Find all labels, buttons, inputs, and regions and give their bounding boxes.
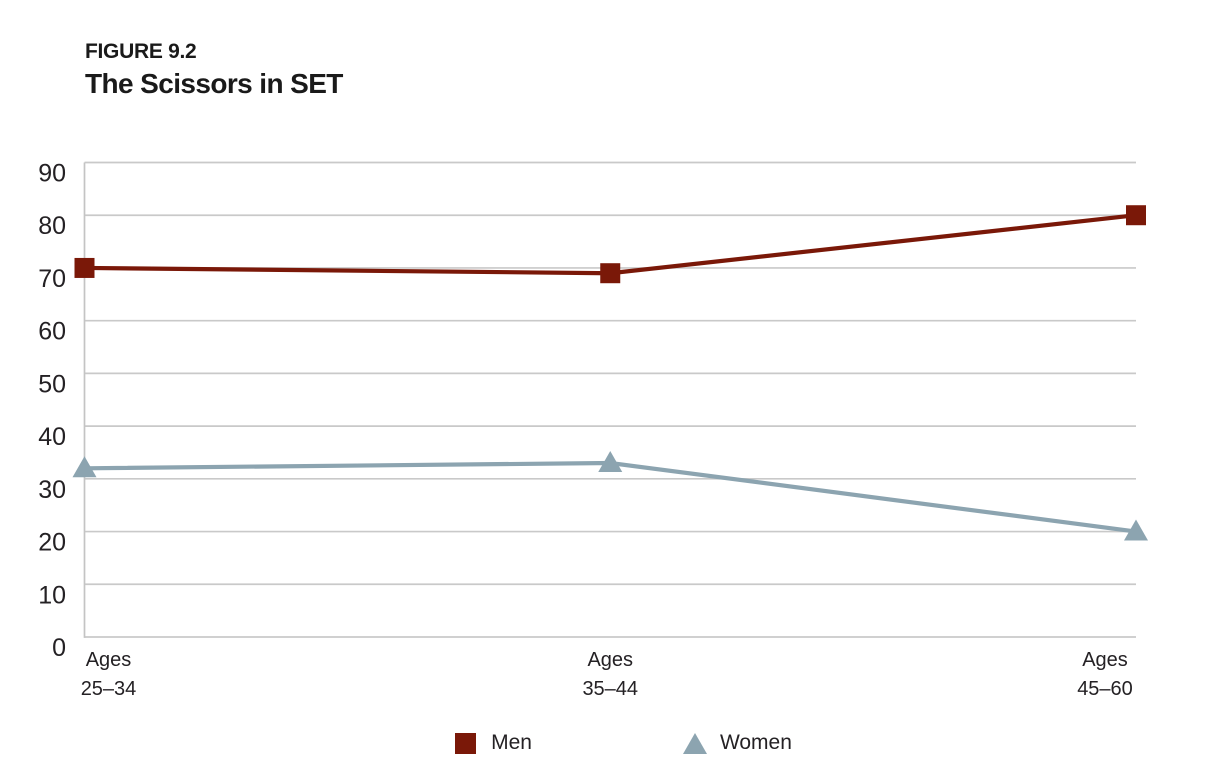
x-axis-category-label: Ages 25–34 bbox=[81, 649, 137, 700]
chart-legend: Men Women bbox=[97, 731, 1148, 755]
legend-label-women: Women bbox=[719, 731, 792, 754]
x-axis-category-label: Ages 45–60 bbox=[1077, 649, 1133, 700]
y-axis-tick-label: 0 bbox=[52, 634, 66, 662]
legend-label-men: Men bbox=[491, 731, 532, 754]
legend-item-men: Men bbox=[453, 731, 532, 755]
y-axis-tick-label: 40 bbox=[38, 423, 66, 451]
figure-number-label: FIGURE 9.2 bbox=[85, 40, 197, 63]
square-marker-men bbox=[600, 263, 621, 284]
square-marker-men bbox=[74, 257, 95, 278]
y-axis-tick-label: 80 bbox=[38, 212, 66, 240]
y-axis-tick-label: 50 bbox=[38, 370, 66, 398]
figure-title: The Scissors in SET bbox=[85, 68, 343, 99]
triangle-marker-women bbox=[72, 456, 97, 478]
square-icon bbox=[455, 732, 477, 754]
y-axis-tick-label: 90 bbox=[38, 160, 66, 188]
series-line-women bbox=[84, 460, 1137, 534]
triangle-marker-women bbox=[598, 451, 623, 473]
y-axis-tick-label: 20 bbox=[38, 529, 66, 557]
triangle-icon bbox=[682, 732, 707, 754]
square-marker-men bbox=[1126, 205, 1146, 226]
triangle-marker-women bbox=[1124, 519, 1148, 541]
legend-item-women: Women bbox=[682, 731, 792, 755]
x-axis-category-label: Ages 35–44 bbox=[582, 649, 638, 700]
y-axis-tick-label: 70 bbox=[38, 265, 66, 293]
y-axis-tick-label: 10 bbox=[38, 581, 66, 609]
y-axis-tick-label: 60 bbox=[38, 318, 66, 346]
y-axis-tick-label: 30 bbox=[38, 476, 66, 504]
